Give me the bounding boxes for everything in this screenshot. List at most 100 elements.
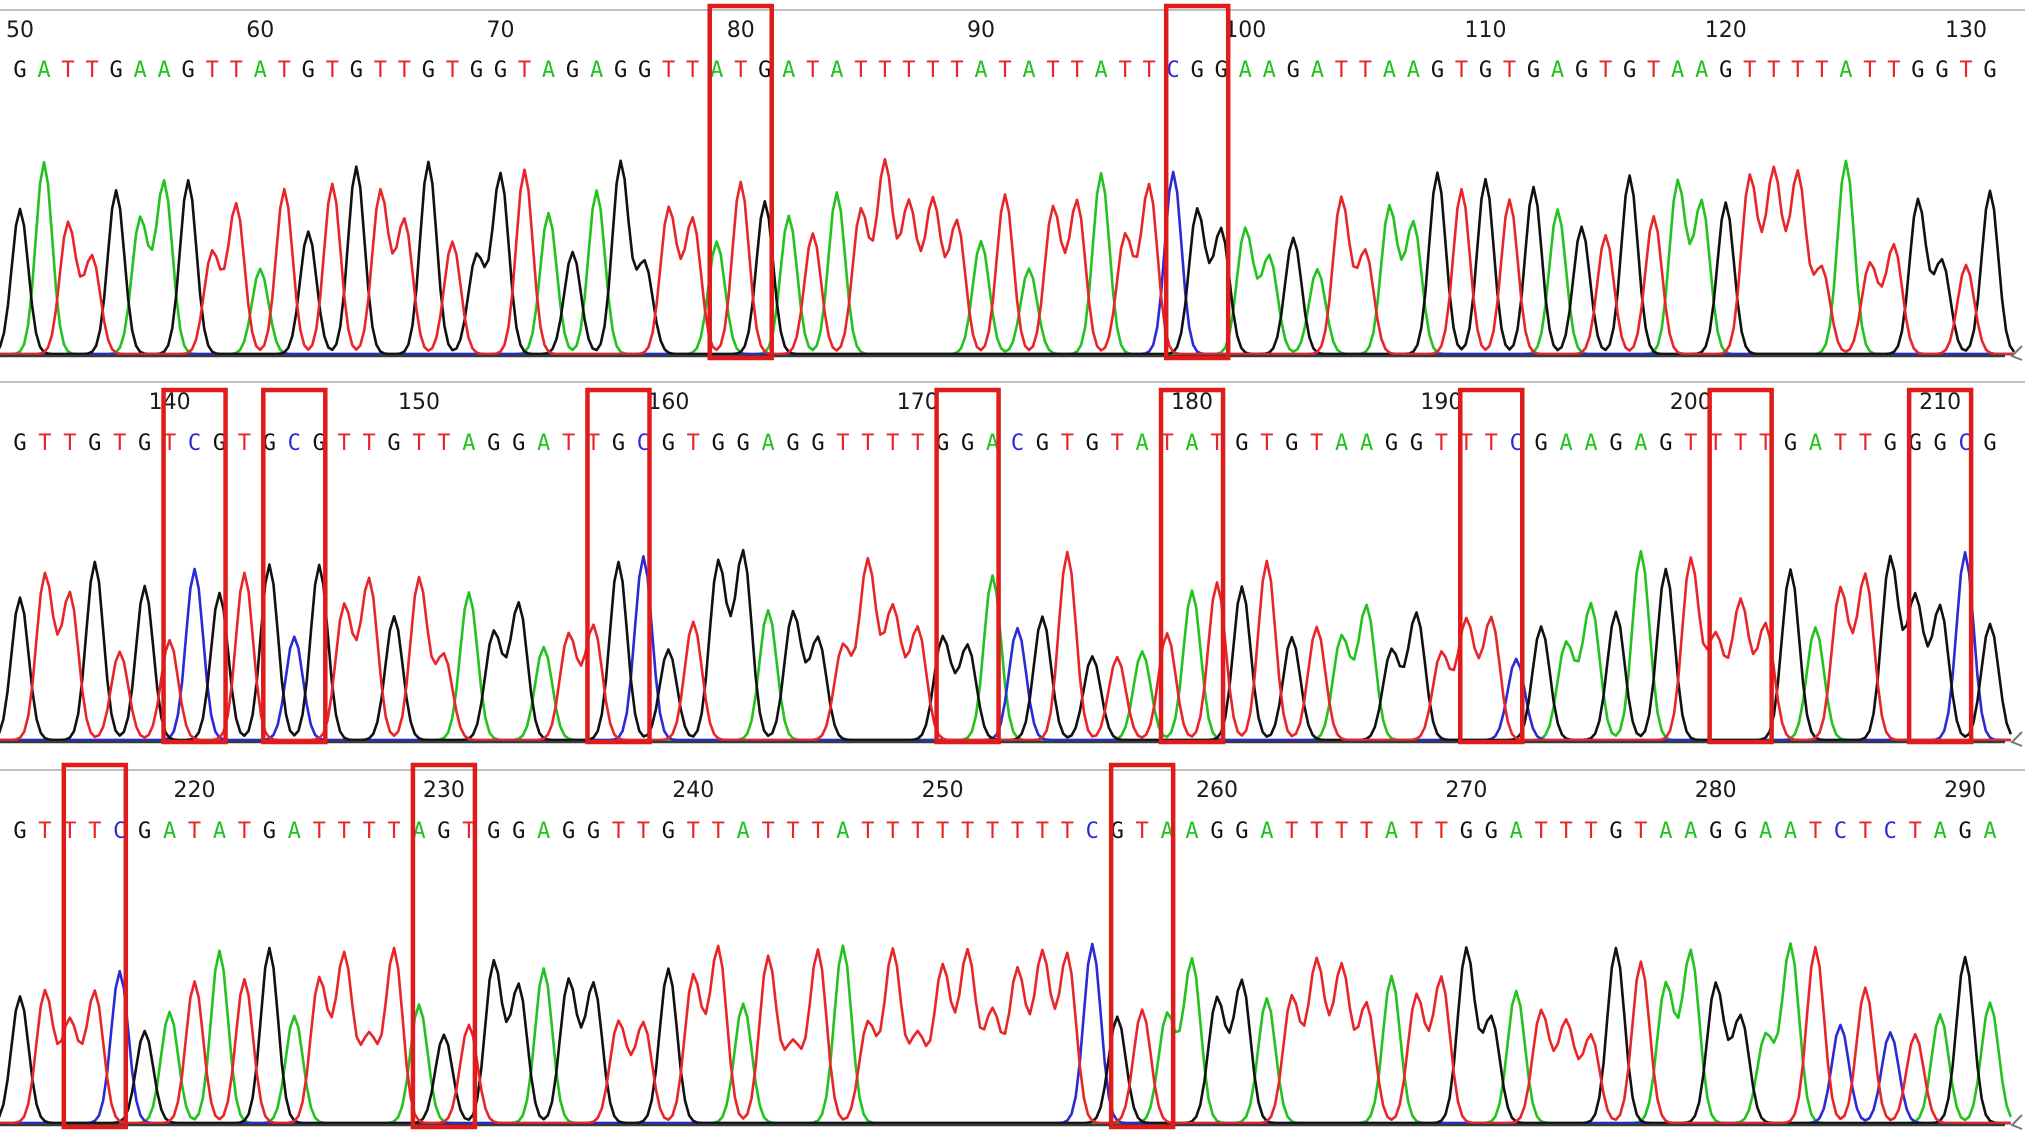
base-call: T	[878, 58, 891, 83]
base-call: A	[1185, 431, 1198, 456]
position-tick-label: 110	[1464, 18, 1506, 43]
base-call: G	[182, 58, 195, 83]
base-call: T	[1684, 431, 1697, 456]
base-call: G	[487, 819, 500, 844]
base-call: A	[1809, 431, 1822, 456]
highlight-box	[1108, 762, 1176, 1130]
base-call: G	[1983, 431, 1996, 456]
base-call: G	[1983, 58, 1996, 83]
base-call: C	[1884, 819, 1897, 844]
base-call: A	[1634, 431, 1647, 456]
base-call: C	[1958, 431, 1971, 456]
base-call: T	[1485, 431, 1498, 456]
base-call: T	[786, 819, 799, 844]
base-call: T	[1834, 431, 1847, 456]
base-call: A	[1311, 58, 1324, 83]
base-call: T	[806, 58, 819, 83]
base-call: A	[1360, 431, 1373, 456]
base-call: G	[350, 58, 363, 83]
base-call: C	[1834, 819, 1847, 844]
base-call: C	[188, 431, 201, 456]
base-call: T	[854, 58, 867, 83]
base-call: G	[470, 58, 483, 83]
base-call: G	[612, 431, 625, 456]
base-call: T	[1863, 58, 1876, 83]
base-call: T	[63, 819, 76, 844]
base-call: T	[1435, 819, 1448, 844]
position-tick-label: 290	[1944, 778, 1986, 803]
base-call: A	[1136, 431, 1149, 456]
base-call: C	[1167, 58, 1180, 83]
trace-g	[0, 946, 2011, 1125]
base-call: A	[1385, 819, 1398, 844]
base-call: T	[761, 819, 774, 844]
base-call: G	[1935, 58, 1948, 83]
base-call: G	[109, 58, 122, 83]
base-call: T	[338, 431, 351, 456]
base-call: A	[710, 58, 723, 83]
base-call: G	[1485, 819, 1498, 844]
base-call: G	[387, 431, 400, 456]
position-tick-label: 190	[1420, 390, 1462, 415]
base-call: T	[437, 431, 450, 456]
base-call: T	[238, 819, 251, 844]
base-call: T	[230, 58, 243, 83]
base-call: A	[1784, 819, 1797, 844]
base-call: G	[662, 431, 675, 456]
base-call: T	[1160, 431, 1173, 456]
base-call: A	[462, 431, 475, 456]
base-call: T	[612, 819, 625, 844]
highlight-box	[1163, 3, 1231, 361]
base-call: G	[512, 431, 525, 456]
base-call: G	[786, 431, 799, 456]
base-call: T	[886, 819, 899, 844]
base-call: A	[163, 819, 176, 844]
base-call: T	[1310, 431, 1323, 456]
base-call: T	[687, 819, 700, 844]
base-call: G	[587, 819, 600, 844]
base-call: G	[758, 58, 771, 83]
base-call: T	[398, 58, 411, 83]
base-call: G	[811, 431, 824, 456]
base-call: T	[1011, 819, 1024, 844]
base-call: A	[1759, 819, 1772, 844]
base-call: A	[974, 58, 987, 83]
base-call: G	[1575, 58, 1588, 83]
base-call: T	[1584, 819, 1597, 844]
base-call: A	[1239, 58, 1252, 83]
base-call: A	[1934, 819, 1947, 844]
base-call: T	[1410, 819, 1423, 844]
base-call: A	[1659, 819, 1672, 844]
position-tick-label: 70	[486, 18, 514, 43]
position-tick-label: 130	[1945, 18, 1987, 43]
base-call: G	[1609, 431, 1622, 456]
base-call: A	[37, 58, 50, 83]
base-call: A	[1584, 431, 1597, 456]
base-call: A	[1263, 58, 1276, 83]
base-call: G	[1479, 58, 1492, 83]
base-call: A	[1022, 58, 1035, 83]
base-call: G	[1934, 431, 1947, 456]
base-call: G	[1911, 58, 1924, 83]
position-tick-label: 250	[922, 778, 964, 803]
position-tick-label: 100	[1224, 18, 1266, 43]
base-call: T	[1359, 58, 1372, 83]
base-call: G	[614, 58, 627, 83]
base-call: A	[542, 58, 555, 83]
base-call: T	[902, 58, 915, 83]
base-call: T	[686, 58, 699, 83]
base-call: G	[662, 819, 675, 844]
base-call: G	[961, 431, 974, 456]
base-call: G	[313, 431, 326, 456]
base-call: G	[1460, 819, 1473, 844]
base-call: T	[313, 819, 326, 844]
base-call: A	[1407, 58, 1420, 83]
base-call: T	[911, 819, 924, 844]
base-call: G	[13, 819, 26, 844]
trace-c	[0, 551, 2011, 742]
base-call: G	[1784, 431, 1797, 456]
base-call: C	[288, 431, 301, 456]
base-call: T	[687, 431, 700, 456]
